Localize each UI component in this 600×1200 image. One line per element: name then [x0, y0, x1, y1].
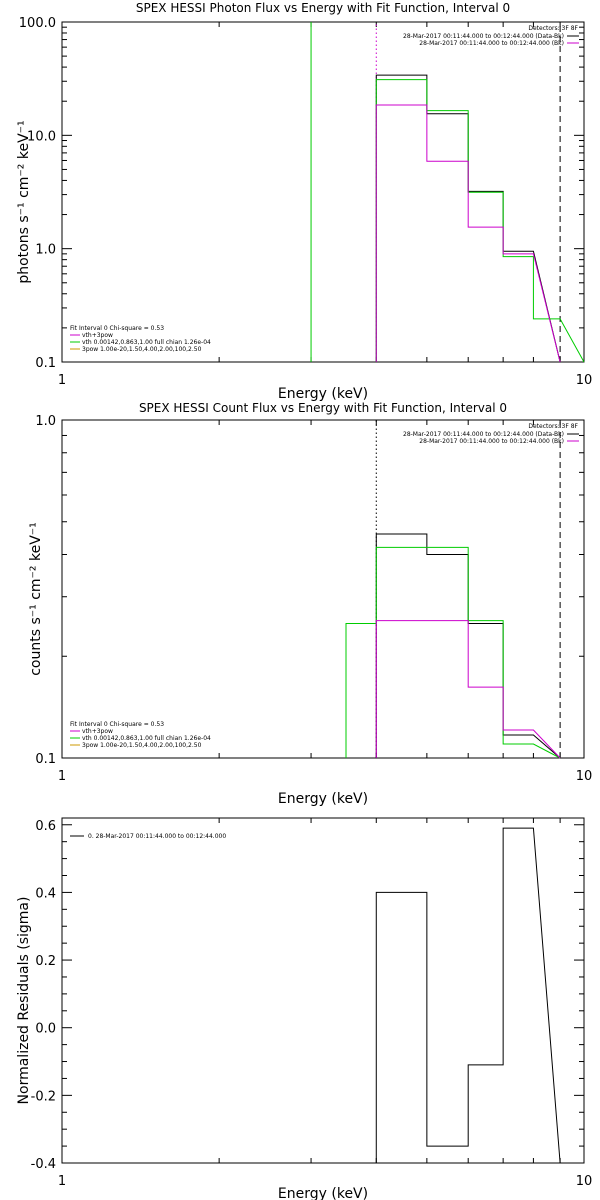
x-axis-label: Energy (keV) — [278, 791, 368, 807]
y-tick-label: 0.2 — [35, 954, 56, 969]
y-axis-label: Normalized Residuals (sigma) — [16, 897, 32, 1105]
legend-entry: 28-Mar-2017 00:11:44.000 to 00:12:44.000… — [403, 431, 564, 438]
y-axis-label: counts s⁻¹ cm⁻² keV⁻¹ — [28, 522, 44, 676]
legend-entry: 28-Mar-2017 00:11:44.000 to 00:12:44.000… — [419, 40, 564, 47]
legend-detectors: Detectors: 3F 8F — [528, 423, 578, 430]
series-step-line — [375, 827, 561, 1164]
x-tick-label: 1 — [58, 769, 66, 784]
x-tick-label: 10 — [576, 1174, 593, 1189]
panel-2: SPEX HESSI Count Flux vs Energy with Fit… — [28, 401, 592, 807]
x-tick-label: 10 — [576, 769, 593, 784]
y-tick-label: -0.2 — [31, 1089, 56, 1104]
x-tick-label: 1 — [58, 373, 66, 388]
y-tick-label: 0.0 — [35, 1022, 56, 1037]
panel-3: 1 10 -0.4 -0.2 0.0 0.2 0.4 0.6 Energy (keV) Norma… — [16, 817, 593, 1200]
y-axis-label: photons s⁻¹ cm⁻² keV⁻¹ — [16, 120, 32, 283]
series-step-line — [375, 620, 561, 759]
legend-entry: 28-Mar-2017 00:11:44.000 to 00:12:44.000… — [419, 438, 564, 445]
legend-fit-info: Fit Interval 0 Chi-square = 0.53 — [70, 721, 164, 728]
x-tick-label: 1 — [58, 1174, 66, 1189]
legend-entry: 28-Mar-2017 00:11:44.000 to 00:12:44.000… — [403, 33, 564, 40]
y-tick-label: 10.0 — [27, 129, 56, 144]
x-tick-label: 10 — [576, 373, 593, 388]
chart-title: SPEX HESSI Photon Flux vs Energy with Fi… — [136, 1, 510, 15]
legend-entry: 0. 28-Mar-2017 00:11:44.000 to 00:12:44.… — [88, 833, 226, 840]
y-tick-label: 0.1 — [35, 752, 56, 767]
legend-entry: vth 0.00142,0.863,1.00 full chian 1.26e-… — [82, 339, 211, 346]
legend-entry: 3pow 1.00e-20,1.50,4.00,2.00,100,2.50 — [82, 346, 202, 353]
y-tick-label: 1.0 — [35, 414, 56, 429]
series-step-line — [375, 79, 585, 363]
series-step-line — [375, 104, 561, 363]
legend-entry: 3pow 1.00e-20,1.50,4.00,2.00,100,2.50 — [82, 742, 202, 749]
series-step-line — [345, 546, 561, 759]
panel-1: SPEX HESSI Photon Flux vs Energy with Fi… — [16, 1, 592, 402]
chart-title: SPEX HESSI Count Flux vs Energy with Fit… — [139, 401, 507, 415]
plot-frame — [61, 21, 585, 363]
x-axis-label: Energy (keV) — [278, 386, 368, 402]
y-tick-label: 0.4 — [35, 886, 56, 901]
y-tick-label: 1.0 — [35, 243, 56, 258]
legend-entry: vth+3pow — [82, 728, 113, 735]
plot-frame — [61, 419, 585, 759]
legend-fit-info: Fit Interval 0 Chi-square = 0.53 — [70, 325, 164, 332]
y-tick-label: 100.0 — [19, 16, 56, 31]
y-tick-label: 0.1 — [35, 356, 56, 371]
y-tick-label: -0.4 — [31, 1157, 56, 1172]
legend-detectors: Detectors: 3F 8F — [528, 25, 578, 32]
plot-frame — [61, 817, 585, 1164]
x-axis-label: Energy (keV) — [278, 1186, 368, 1200]
y-tick-label: 0.6 — [35, 819, 56, 834]
legend-entry: vth+3pow — [82, 332, 113, 339]
legend-entry: vth 0.00142,0.863,1.00 full chian 1.26e-… — [82, 735, 211, 742]
